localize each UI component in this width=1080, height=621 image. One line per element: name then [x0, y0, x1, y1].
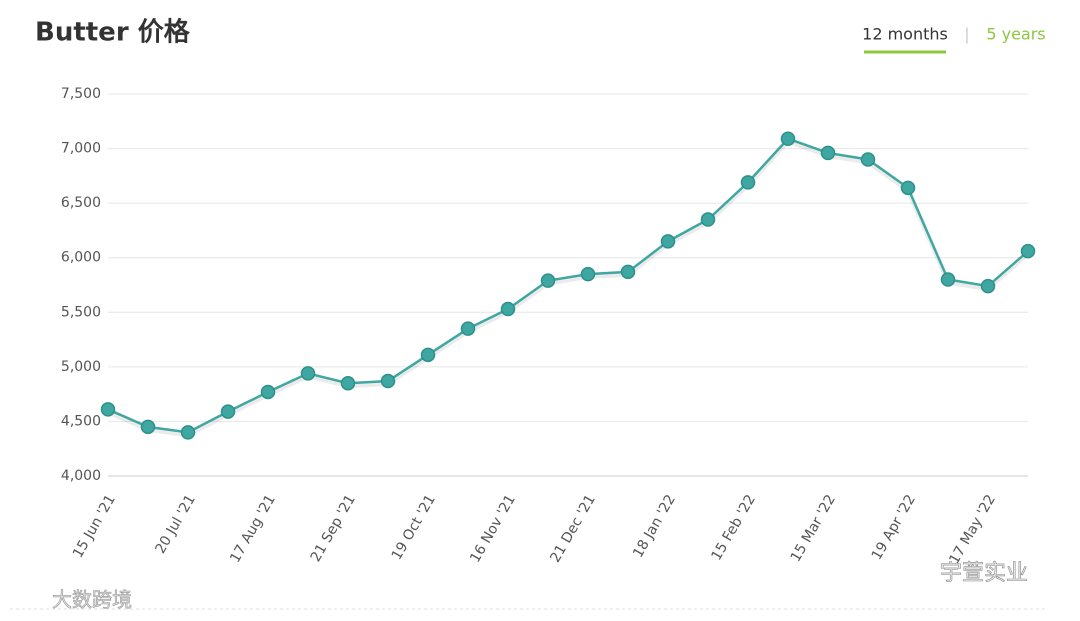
toggle-12-months[interactable]: 12 months [862, 25, 948, 44]
data-point [980, 278, 996, 294]
data-point [940, 272, 956, 287]
data-point [260, 384, 276, 400]
x-tick-label: 17 May '22 [946, 492, 999, 567]
x-tick-label: 21 Dec '21 [547, 492, 599, 565]
x-tick-label: 15 Mar '22 [788, 492, 839, 565]
x-tick-label: 15 Jun '21 [70, 492, 119, 561]
data-point [100, 402, 116, 417]
line-shadow [107, 139, 1030, 438]
watermark: 宇萱实业 [940, 561, 1028, 586]
x-tick-label: 17 Aug '21 [227, 492, 279, 566]
data-point [460, 321, 476, 336]
data-point [740, 175, 756, 190]
data-point [180, 425, 196, 440]
data-point [500, 301, 516, 317]
x-tick-label: 18 Jan '22 [630, 492, 679, 561]
data-point [300, 366, 316, 381]
toggle-5-years[interactable]: 5 years [986, 25, 1045, 44]
data-point [820, 145, 836, 161]
x-tick-label: 19 Oct '21 [389, 492, 439, 563]
separator: | [964, 25, 969, 44]
chart-title: Butter 价格 [35, 17, 191, 48]
x-tick-label: 19 Apr '22 [869, 492, 919, 563]
data-point [900, 180, 916, 196]
y-tick-label: 5,000 [61, 359, 101, 375]
x-tick-label: 21 Sep '21 [308, 492, 359, 565]
data-point [420, 347, 436, 363]
watermark: 大数跨境 [52, 588, 132, 612]
y-tick-label: 4,000 [61, 468, 101, 484]
data-point [140, 419, 156, 435]
y-tick-label: 5,500 [61, 304, 101, 320]
data-point [700, 212, 716, 227]
y-tick-label: 4,500 [61, 413, 101, 429]
y-tick-label: 6,500 [61, 195, 101, 211]
data-line [107, 137, 1029, 434]
data-point [340, 375, 356, 391]
y-tick-label: 7,000 [61, 141, 101, 157]
data-point [580, 266, 596, 282]
x-tick-label: 16 Nov '21 [467, 492, 519, 566]
data-point [780, 131, 796, 146]
data-point [220, 404, 236, 419]
data-point [660, 234, 676, 249]
data-point [540, 273, 556, 288]
data-point [1020, 243, 1036, 259]
y-tick-label: 6,000 [61, 250, 101, 266]
data-point [860, 152, 876, 167]
data-point [620, 264, 636, 280]
data-point [380, 373, 396, 389]
x-tick-label: 20 Jul '21 [152, 492, 198, 557]
y-tick-label: 7,500 [61, 86, 101, 102]
x-tick-label: 15 Feb '22 [708, 492, 758, 563]
